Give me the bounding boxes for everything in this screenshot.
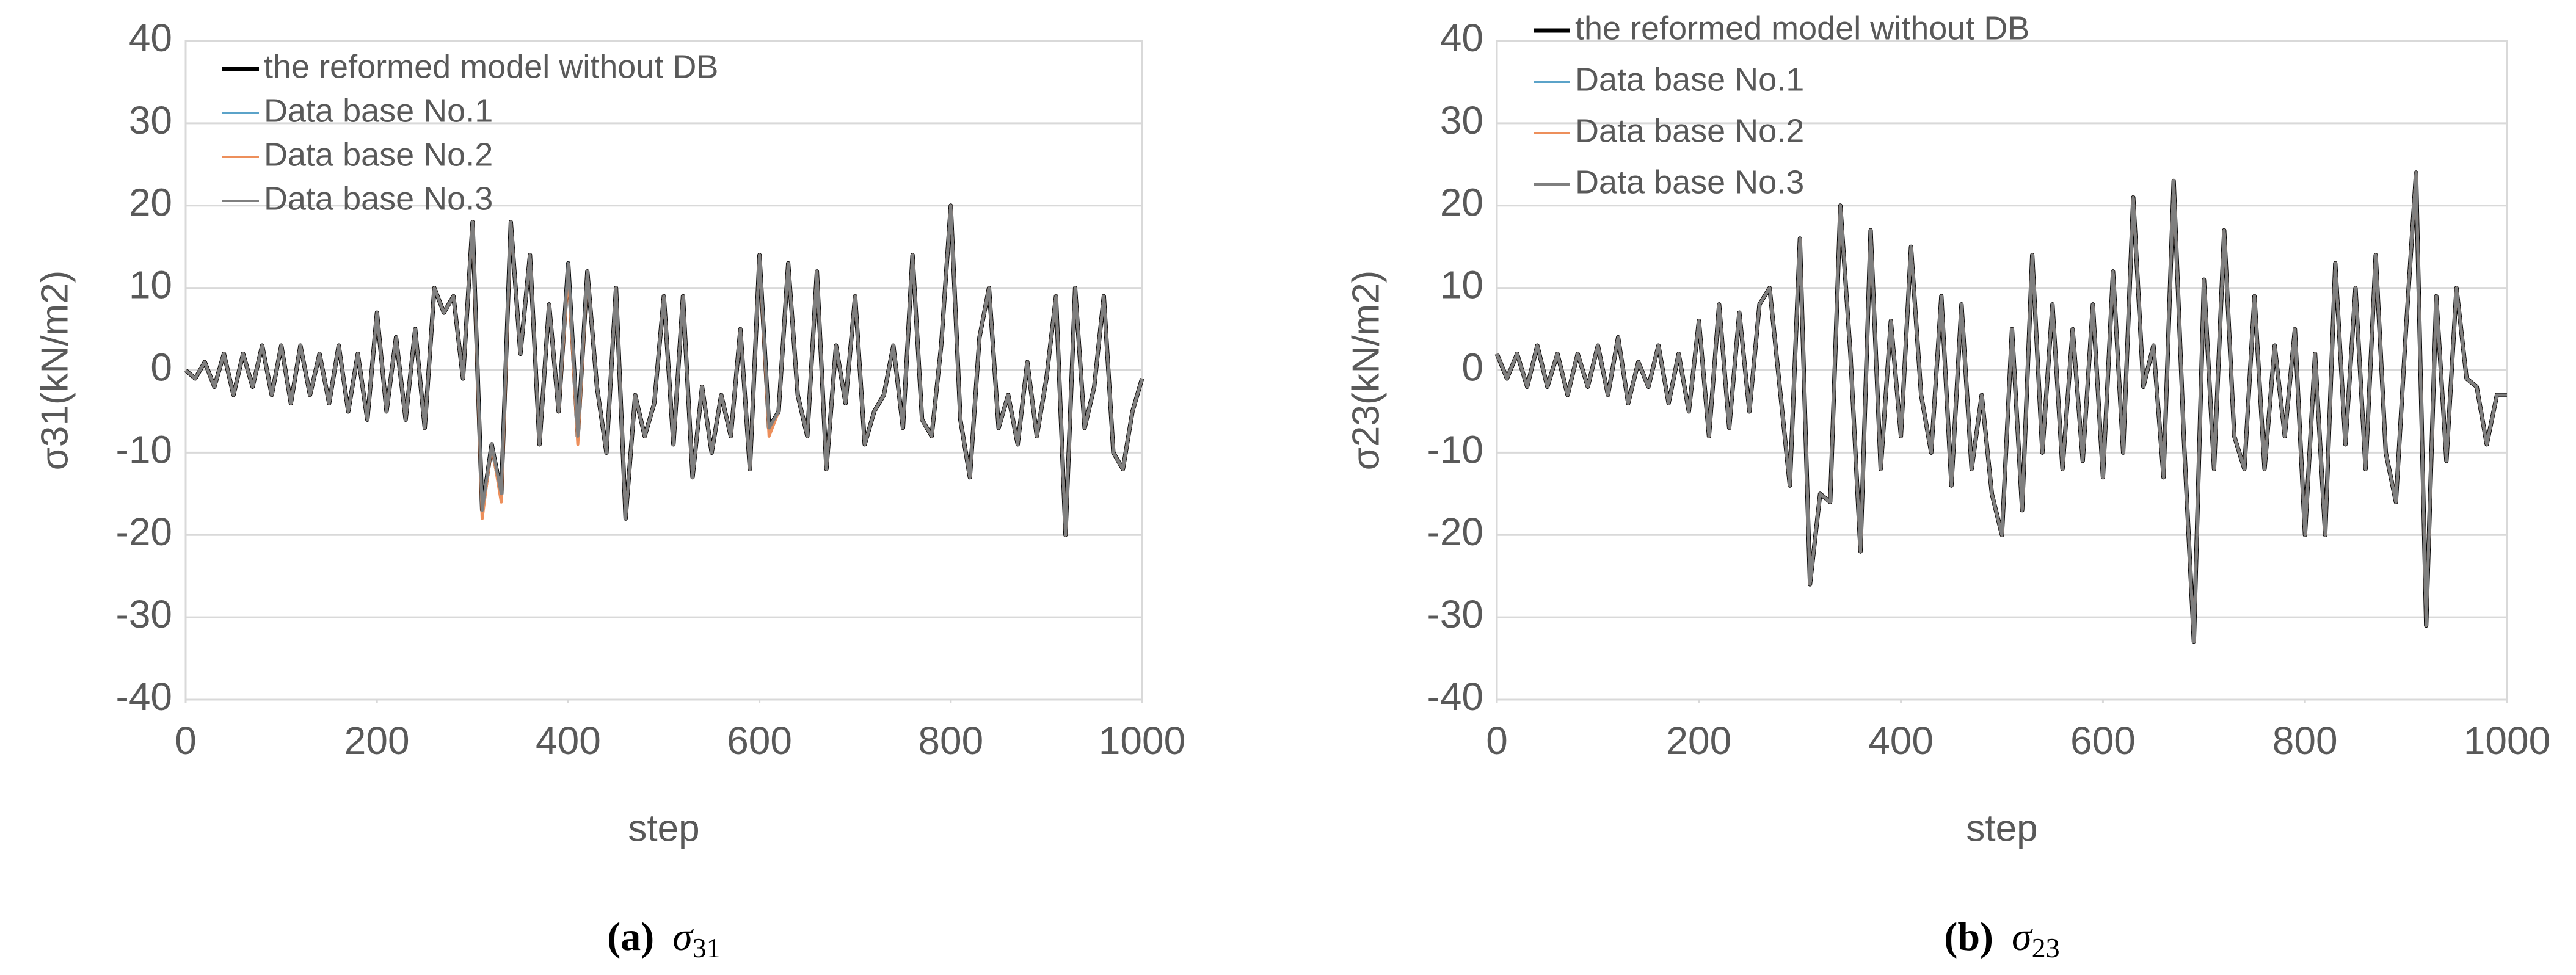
x-tick-label: 800 — [2272, 719, 2338, 763]
legend-label: the reformed model without DB — [264, 48, 718, 85]
series-line — [1495, 171, 2507, 644]
caption-subscript: 31 — [693, 932, 721, 963]
caption-subscript: 23 — [2032, 932, 2060, 963]
caption-label: (a) — [607, 915, 654, 959]
caption-symbol: σ — [672, 915, 694, 959]
x-axis-label: step — [628, 807, 699, 849]
y-axis-label: σ31(kN/m2) — [34, 270, 76, 471]
y-tick-label: 10 — [1440, 263, 1483, 307]
y-tick-label: 30 — [1440, 98, 1483, 142]
x-tick-label: 1000 — [2464, 719, 2550, 763]
y-axis-label: σ23(kN/m2) — [1345, 270, 1387, 471]
legend-label: Data base No.1 — [1575, 61, 1804, 98]
x-tick-label: 800 — [918, 719, 983, 763]
x-tick-label: 600 — [727, 719, 792, 763]
series-line — [184, 204, 1144, 537]
legend-label: Data base No.3 — [264, 180, 493, 217]
y-tick-label: 40 — [1440, 16, 1483, 60]
caption-symbol: σ — [2012, 915, 2033, 959]
y-tick-label: 20 — [1440, 181, 1483, 225]
y-tick-label: 10 — [129, 263, 172, 307]
caption-label: (b) — [1944, 915, 1993, 959]
caption: (a) σ31 — [607, 915, 721, 963]
y-tick-label: 20 — [129, 181, 172, 225]
x-tick-label: 400 — [1868, 719, 1934, 763]
y-tick-label: -10 — [1427, 427, 1484, 471]
x-tick-label: 0 — [175, 719, 197, 763]
series-line — [1494, 170, 2507, 645]
y-tick-label: -40 — [116, 675, 173, 719]
legend-label: the reformed model without DB — [1575, 10, 2029, 46]
y-tick-label: 0 — [1461, 345, 1483, 389]
y-tick-label: -40 — [1427, 675, 1484, 719]
legend-label: Data base No.1 — [264, 92, 493, 129]
y-tick-label: 0 — [150, 345, 172, 389]
x-tick-label: 1000 — [1099, 719, 1185, 763]
legend-label: Data base No.2 — [264, 136, 493, 173]
y-tick-label: 30 — [129, 98, 172, 142]
y-tick-label: 40 — [129, 16, 172, 60]
caption: (b) σ23 — [1944, 915, 2059, 963]
x-tick-label: 0 — [1486, 719, 1508, 763]
series-line — [1495, 171, 2507, 644]
y-tick-label: -10 — [116, 427, 173, 471]
x-tick-label: 200 — [1666, 719, 1731, 763]
y-tick-label: -20 — [116, 510, 173, 554]
y-tick-label: -30 — [116, 592, 173, 636]
x-axis-label: step — [1966, 807, 2037, 849]
x-tick-label: 600 — [2070, 719, 2136, 763]
legend-label: Data base No.3 — [1575, 164, 1804, 200]
x-tick-label: 400 — [536, 719, 601, 763]
y-tick-label: -20 — [1427, 510, 1484, 554]
series-line — [1495, 171, 2507, 644]
y-tick-label: -30 — [1427, 592, 1484, 636]
x-tick-label: 200 — [344, 719, 410, 763]
legend-label: Data base No.2 — [1575, 112, 1804, 149]
